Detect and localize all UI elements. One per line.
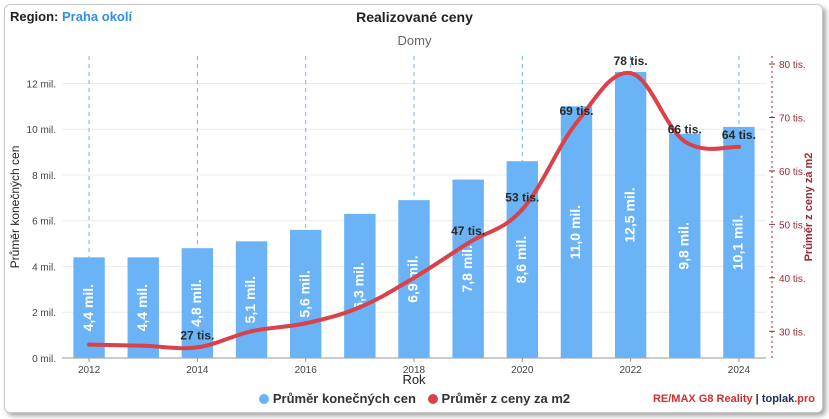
line-data-label: 66 tis. [668, 123, 702, 137]
bar [344, 213, 376, 358]
line-point [87, 342, 92, 347]
bar-data-label: 8,6 mil. [513, 236, 529, 283]
bar [614, 72, 647, 359]
y-tick-label: 10 mil. [27, 125, 56, 136]
line-point [520, 207, 525, 212]
y-tick-label: 8 mil. [32, 171, 56, 182]
y-tick-label: 0 mil. [32, 354, 56, 365]
bar-data-label: 4,8 mil. [188, 279, 204, 326]
x-tick-label: 2022 [619, 365, 642, 376]
x-tick-label: 2012 [78, 365, 101, 376]
y2-tick-label: 40 tis. [779, 274, 806, 285]
line-data-label: 27 tis. [180, 328, 214, 342]
line-point [141, 343, 146, 348]
y-tick-label: 6 mil. [32, 217, 56, 228]
bar [73, 257, 105, 358]
bar-data-label: 6,3 mil. [351, 262, 367, 309]
legend-label-bars: Průměr konečných cen [272, 391, 416, 406]
bar [235, 241, 268, 358]
region-header: Region: Praha okolí [10, 9, 132, 24]
bar [289, 229, 322, 358]
line-point [574, 120, 579, 125]
bar-data-label: 4,4 mil. [134, 284, 150, 331]
line-point [628, 71, 633, 76]
legend-label-line: Průměr z ceny za m2 [441, 391, 571, 406]
chart-title: Realizované ceny [356, 9, 473, 25]
legend-item-line[interactable]: Průměr z ceny za m2 [427, 391, 571, 406]
bar-data-label: 11,0 mil. [567, 205, 583, 259]
bar [452, 179, 484, 358]
line-data-label: 64 tis. [722, 128, 756, 142]
bar-data-label: 5,6 mil. [296, 270, 312, 317]
x-tick-label: 2020 [511, 365, 534, 376]
brand-remax-prefix: RE/ [652, 393, 672, 405]
line-point [736, 144, 741, 149]
brand-toplak: toplak [761, 393, 795, 405]
chart-subtitle: Domy [397, 33, 432, 48]
line-data-label: 69 tis. [559, 104, 593, 118]
y2-axis-title: Průměr z ceny za m2 [803, 153, 815, 262]
y-tick-label: 4 mil. [32, 262, 56, 273]
x-tick-label: 2014 [186, 365, 209, 376]
bar [181, 248, 214, 358]
line-data-label: 47 tis. [451, 224, 485, 238]
branding: RE/MAX G8 Reality | toplak.pro [653, 393, 815, 405]
bar [560, 106, 593, 358]
y2-tick-label: 50 tis. [779, 220, 806, 231]
brand-toplak-tld: .pro [794, 393, 815, 405]
brand-separator: | [752, 393, 762, 405]
bar-data-label: 10,1 mil. [730, 215, 746, 270]
x-tick-label: 2024 [728, 365, 751, 376]
legend-swatch-line [427, 394, 438, 404]
legend-swatch-bars [258, 394, 269, 404]
line-point [682, 139, 687, 144]
y2-tick-label: 70 tis. [779, 113, 806, 124]
legend-item-bars[interactable]: Průměr konečných cen [258, 391, 416, 406]
bar-data-label: 5,1 mil. [242, 276, 258, 323]
y2-tick-label: 60 tis. [779, 167, 806, 178]
y-tick-label: 2 mil. [32, 308, 56, 319]
line-point [303, 321, 308, 326]
y-tick-label: 12 mil. [27, 79, 56, 90]
line-point [466, 241, 471, 246]
x-tick-label: 2016 [295, 365, 318, 376]
y-axis-title: Průměr konečných cen [8, 146, 22, 269]
y2-tick-label: 80 tis. [779, 60, 806, 71]
bar-data-label: 7,8 mil. [459, 245, 475, 292]
x-tick-label: 2018 [403, 365, 426, 376]
y2-tick-label: 30 tis. [779, 327, 806, 338]
bar [723, 126, 755, 358]
line-point [412, 275, 416, 280]
line-data-label: 78 tis. [614, 54, 648, 68]
line-point [195, 345, 200, 350]
bar-data-label: 12,5 mil. [621, 187, 637, 242]
line-point [249, 329, 254, 334]
line-point [357, 305, 362, 310]
region-value[interactable]: Praha okolí [62, 9, 133, 24]
bar [127, 257, 159, 358]
bar-data-label: 4,4 mil. [80, 284, 96, 331]
legend: Průměr konečných cen Průměr z ceny za m2 [0, 391, 829, 406]
region-label: Region: [10, 9, 59, 24]
x-axis-title: Rok [402, 372, 426, 387]
bar-data-label: 9,8 mil. [675, 222, 691, 269]
line-data-label: 53 tis. [505, 190, 539, 204]
brand-remax: MAX G8 Reality [671, 393, 753, 405]
bar [669, 133, 701, 358]
